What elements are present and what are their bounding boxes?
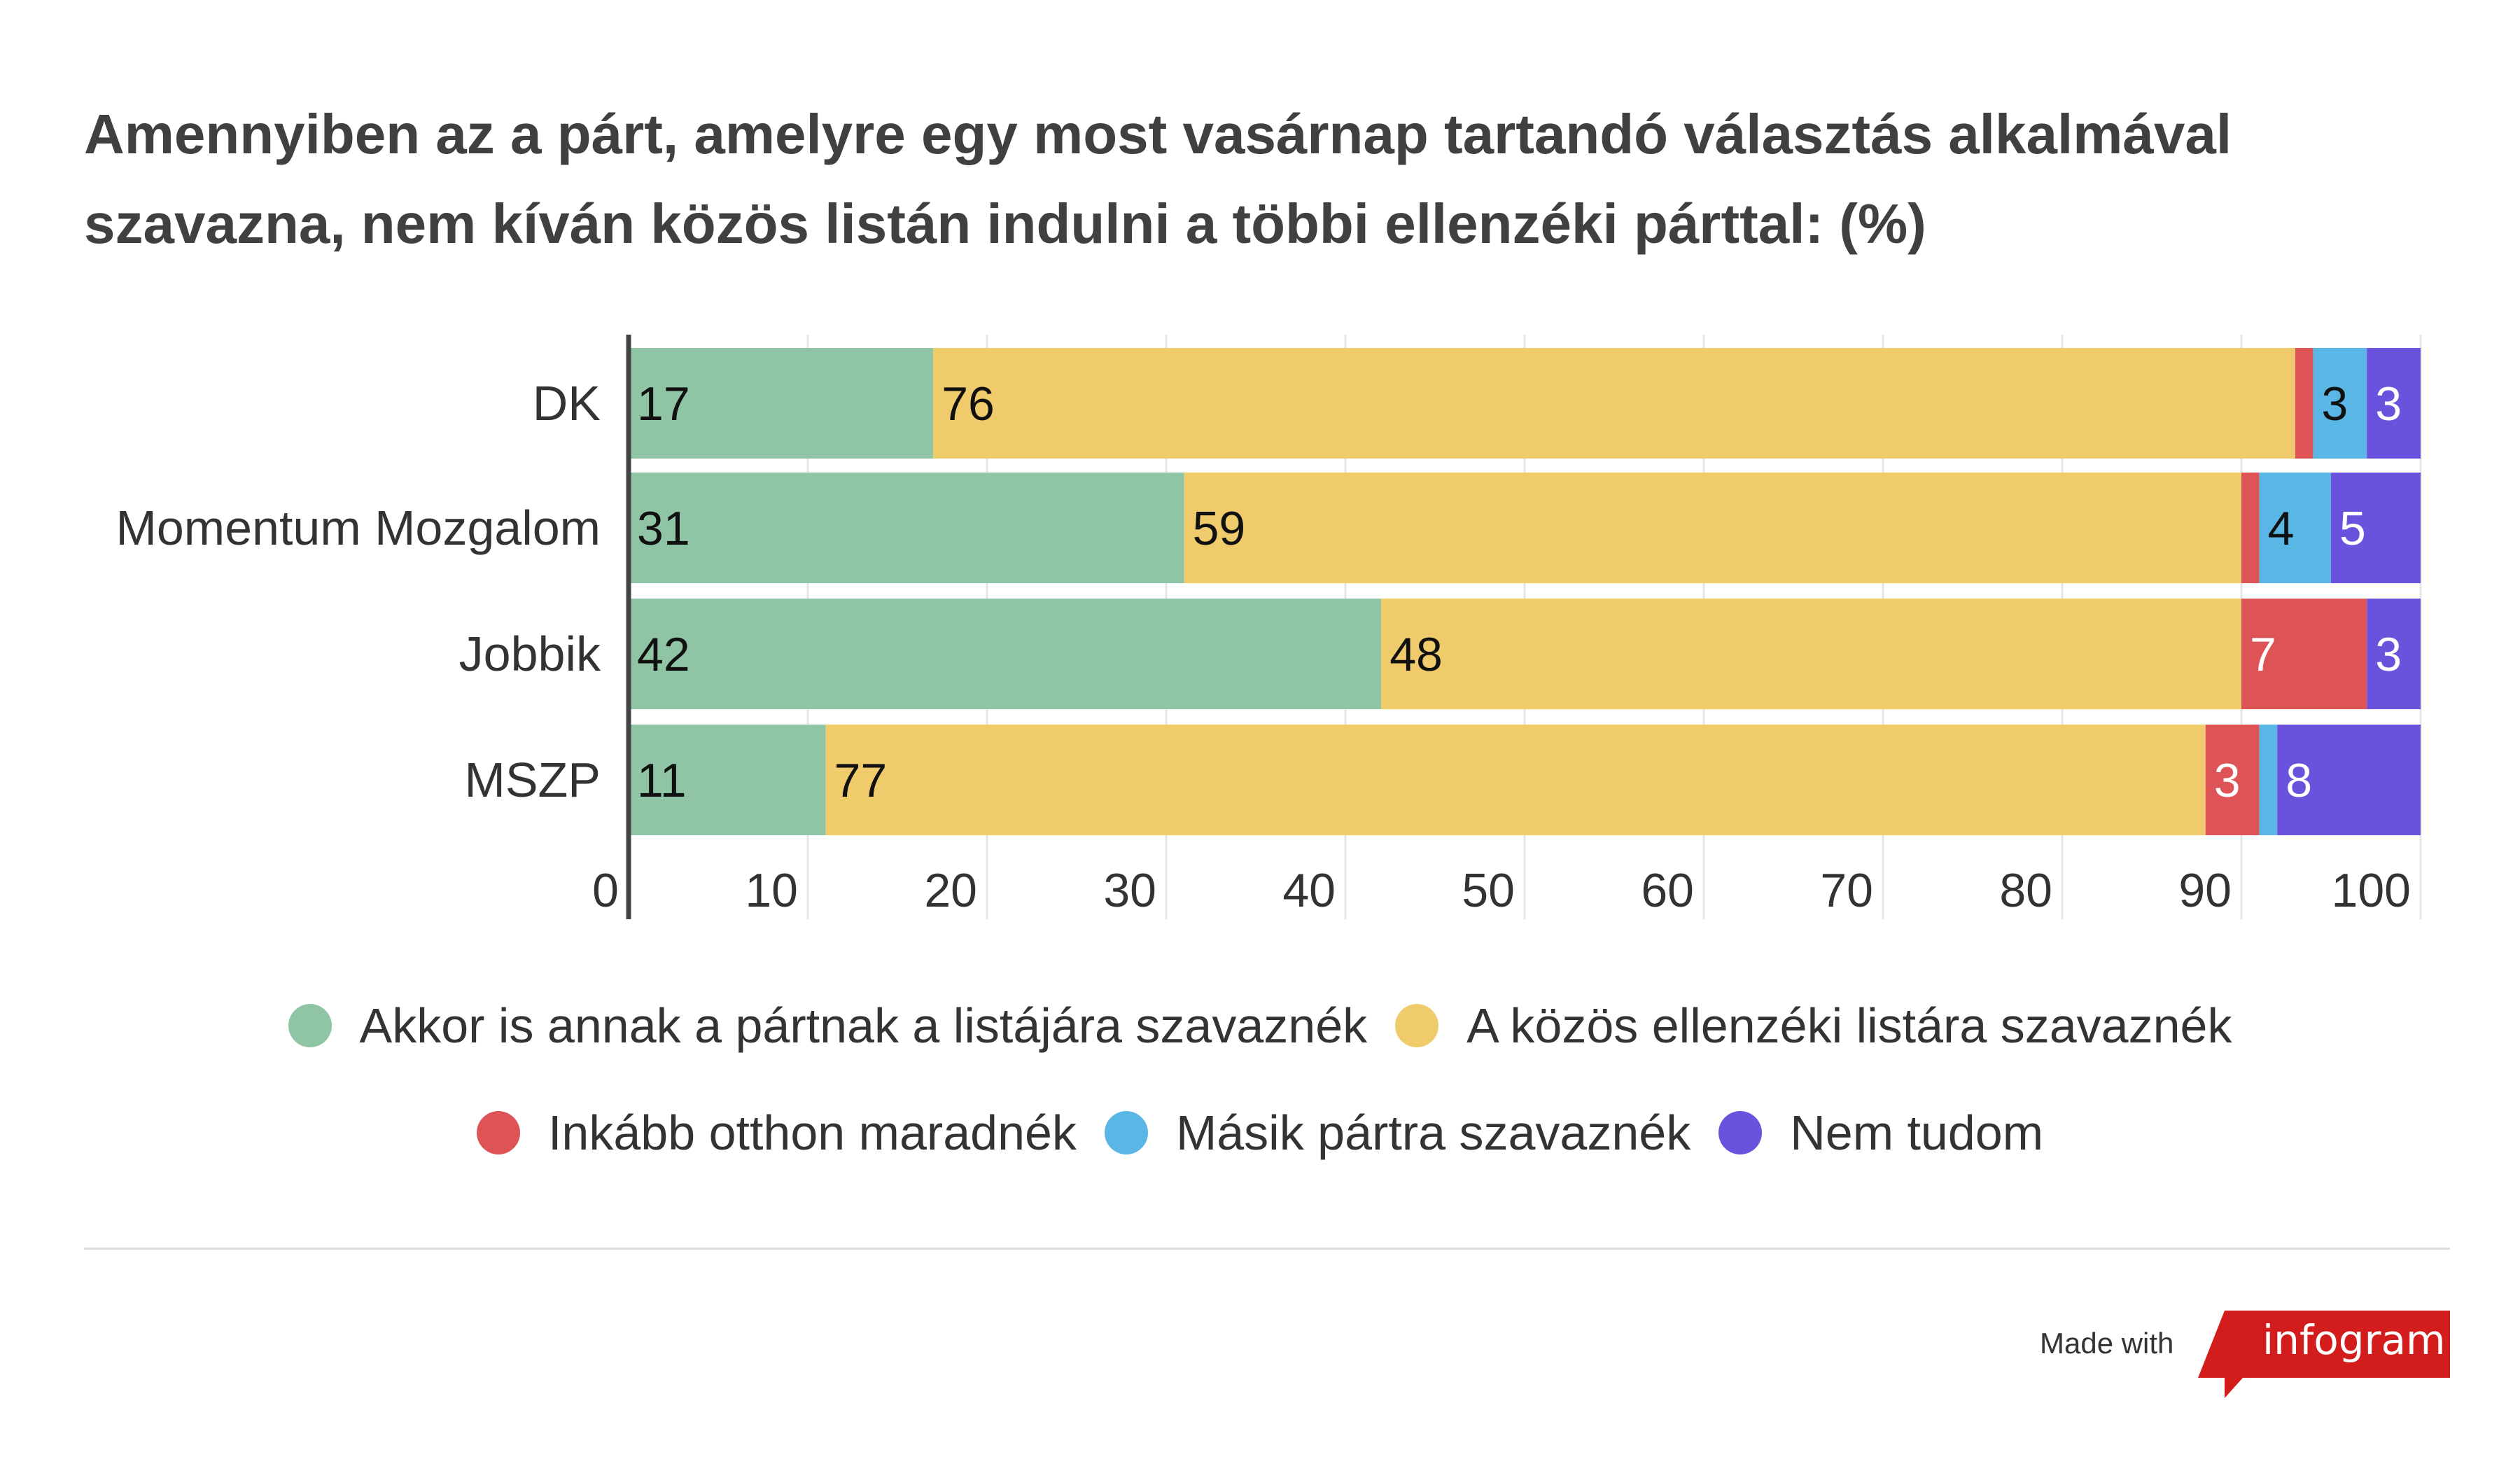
legend-item[interactable]: Nem tudom <box>1718 1105 2043 1161</box>
data-label: 5 <box>2339 502 2366 555</box>
data-label: 17 <box>637 377 690 431</box>
legend-swatch <box>288 1004 332 1047</box>
bar-segment <box>2205 725 2260 835</box>
data-label: 3 <box>2321 377 2348 431</box>
category-labels: DK Momentum Mozgalom Jobbik MSZP <box>116 376 601 807</box>
legend-item[interactable]: Akkor is annak a pártnak a listájára sza… <box>288 998 1368 1054</box>
category-label: MSZP <box>465 753 601 807</box>
bar-segment <box>2277 725 2421 835</box>
x-tick-labels: 0 10 20 30 40 50 60 70 80 90 100 <box>592 864 2411 917</box>
category-label: Momentum Mozgalom <box>116 501 601 555</box>
x-tick-label-40: 40 <box>1282 864 1336 917</box>
legend-item[interactable]: A közös ellenzéki listára szavaznék <box>1395 998 2232 1054</box>
bar-segment <box>2295 348 2314 459</box>
x-tick-label-20: 20 <box>924 864 977 917</box>
legend-swatch <box>1718 1111 1763 1154</box>
x-tick-label-70: 70 <box>1820 864 1873 917</box>
x-tick-label-0: 0 <box>592 864 619 917</box>
x-tick-label-100: 100 <box>2332 864 2411 917</box>
footer-divider <box>84 1248 2450 1250</box>
x-tick-label-60: 60 <box>1641 864 1694 917</box>
bar-segment <box>2367 348 2421 459</box>
legend-swatch <box>1104 1111 1148 1154</box>
data-label: 42 <box>637 628 690 681</box>
legend-label: Akkor is annak a pártnak a listájára sza… <box>359 998 1368 1053</box>
data-label: 8 <box>2286 754 2312 807</box>
legend-swatch <box>1395 1004 1439 1047</box>
bars <box>629 348 2421 835</box>
data-label: 3 <box>2375 377 2402 431</box>
bar-segment <box>629 473 1184 583</box>
data-label: 7 <box>2250 628 2276 681</box>
bar-segment <box>933 348 2295 459</box>
bar-segment <box>2241 473 2260 583</box>
category-label: DK <box>533 376 601 431</box>
legend-label: Inkább otthon maradnék <box>547 1105 1077 1160</box>
bar-segment <box>2331 473 2421 583</box>
legend-label: A közös ellenzéki listára szavaznék <box>1466 998 2232 1053</box>
data-label: 48 <box>1390 628 1443 681</box>
legend-row-1: Akkor is annak a pártnak a listájára sza… <box>0 998 2520 1054</box>
data-label: 3 <box>2214 754 2241 807</box>
data-labels: 17 76 3 331 59 4 542 48 7 311 77 3 8 <box>637 377 2402 807</box>
bar-segment <box>629 725 826 835</box>
legend-item[interactable]: Másik pártra szavaznék <box>1104 1105 1691 1161</box>
x-tick-label-10: 10 <box>745 864 798 917</box>
bar-segment <box>825 725 2206 835</box>
bar-segment <box>2259 473 2331 583</box>
bar-segment <box>2241 599 2367 709</box>
bar-segment <box>1381 599 2241 709</box>
x-tick-label-50: 50 <box>1462 864 1515 917</box>
data-label: 76 <box>941 377 995 431</box>
category-label: Jobbik <box>459 627 601 681</box>
legend-row-2: Inkább otthon maradnék Másik pártra szava… <box>0 1105 2520 1161</box>
data-label: 3 <box>2375 628 2402 681</box>
data-label: 4 <box>2268 502 2295 555</box>
legend-swatch <box>476 1111 520 1154</box>
legend-label: Másik pártra szavaznék <box>1175 1105 1691 1160</box>
bar-segment <box>1184 473 2241 583</box>
x-tick-label-90: 90 <box>2178 864 2232 917</box>
legend-item[interactable]: Inkább otthon maradnék <box>476 1105 1077 1161</box>
x-tick-label-80: 80 <box>1999 864 2052 917</box>
infogram-logo[interactable] <box>2198 1311 2450 1398</box>
data-label: 11 <box>637 754 687 807</box>
infogram-logo-text[interactable]: infogram <box>2262 1316 2446 1364</box>
bar-segment <box>629 599 1382 709</box>
legend-label: Nem tudom <box>1790 1105 2044 1160</box>
bar-segment <box>629 348 934 459</box>
bar-segment <box>2367 599 2421 709</box>
bar-segment <box>2259 725 2278 835</box>
data-label: 31 <box>637 502 690 555</box>
made-with-text: Made with <box>2040 1327 2174 1360</box>
x-tick-label-30: 30 <box>1103 864 1156 917</box>
chart-title: Amennyiben az a párt, amelyre egy most v… <box>84 103 2232 255</box>
data-label: 59 <box>1193 502 1246 555</box>
data-label: 77 <box>834 754 888 807</box>
bar-segment <box>2313 348 2367 459</box>
